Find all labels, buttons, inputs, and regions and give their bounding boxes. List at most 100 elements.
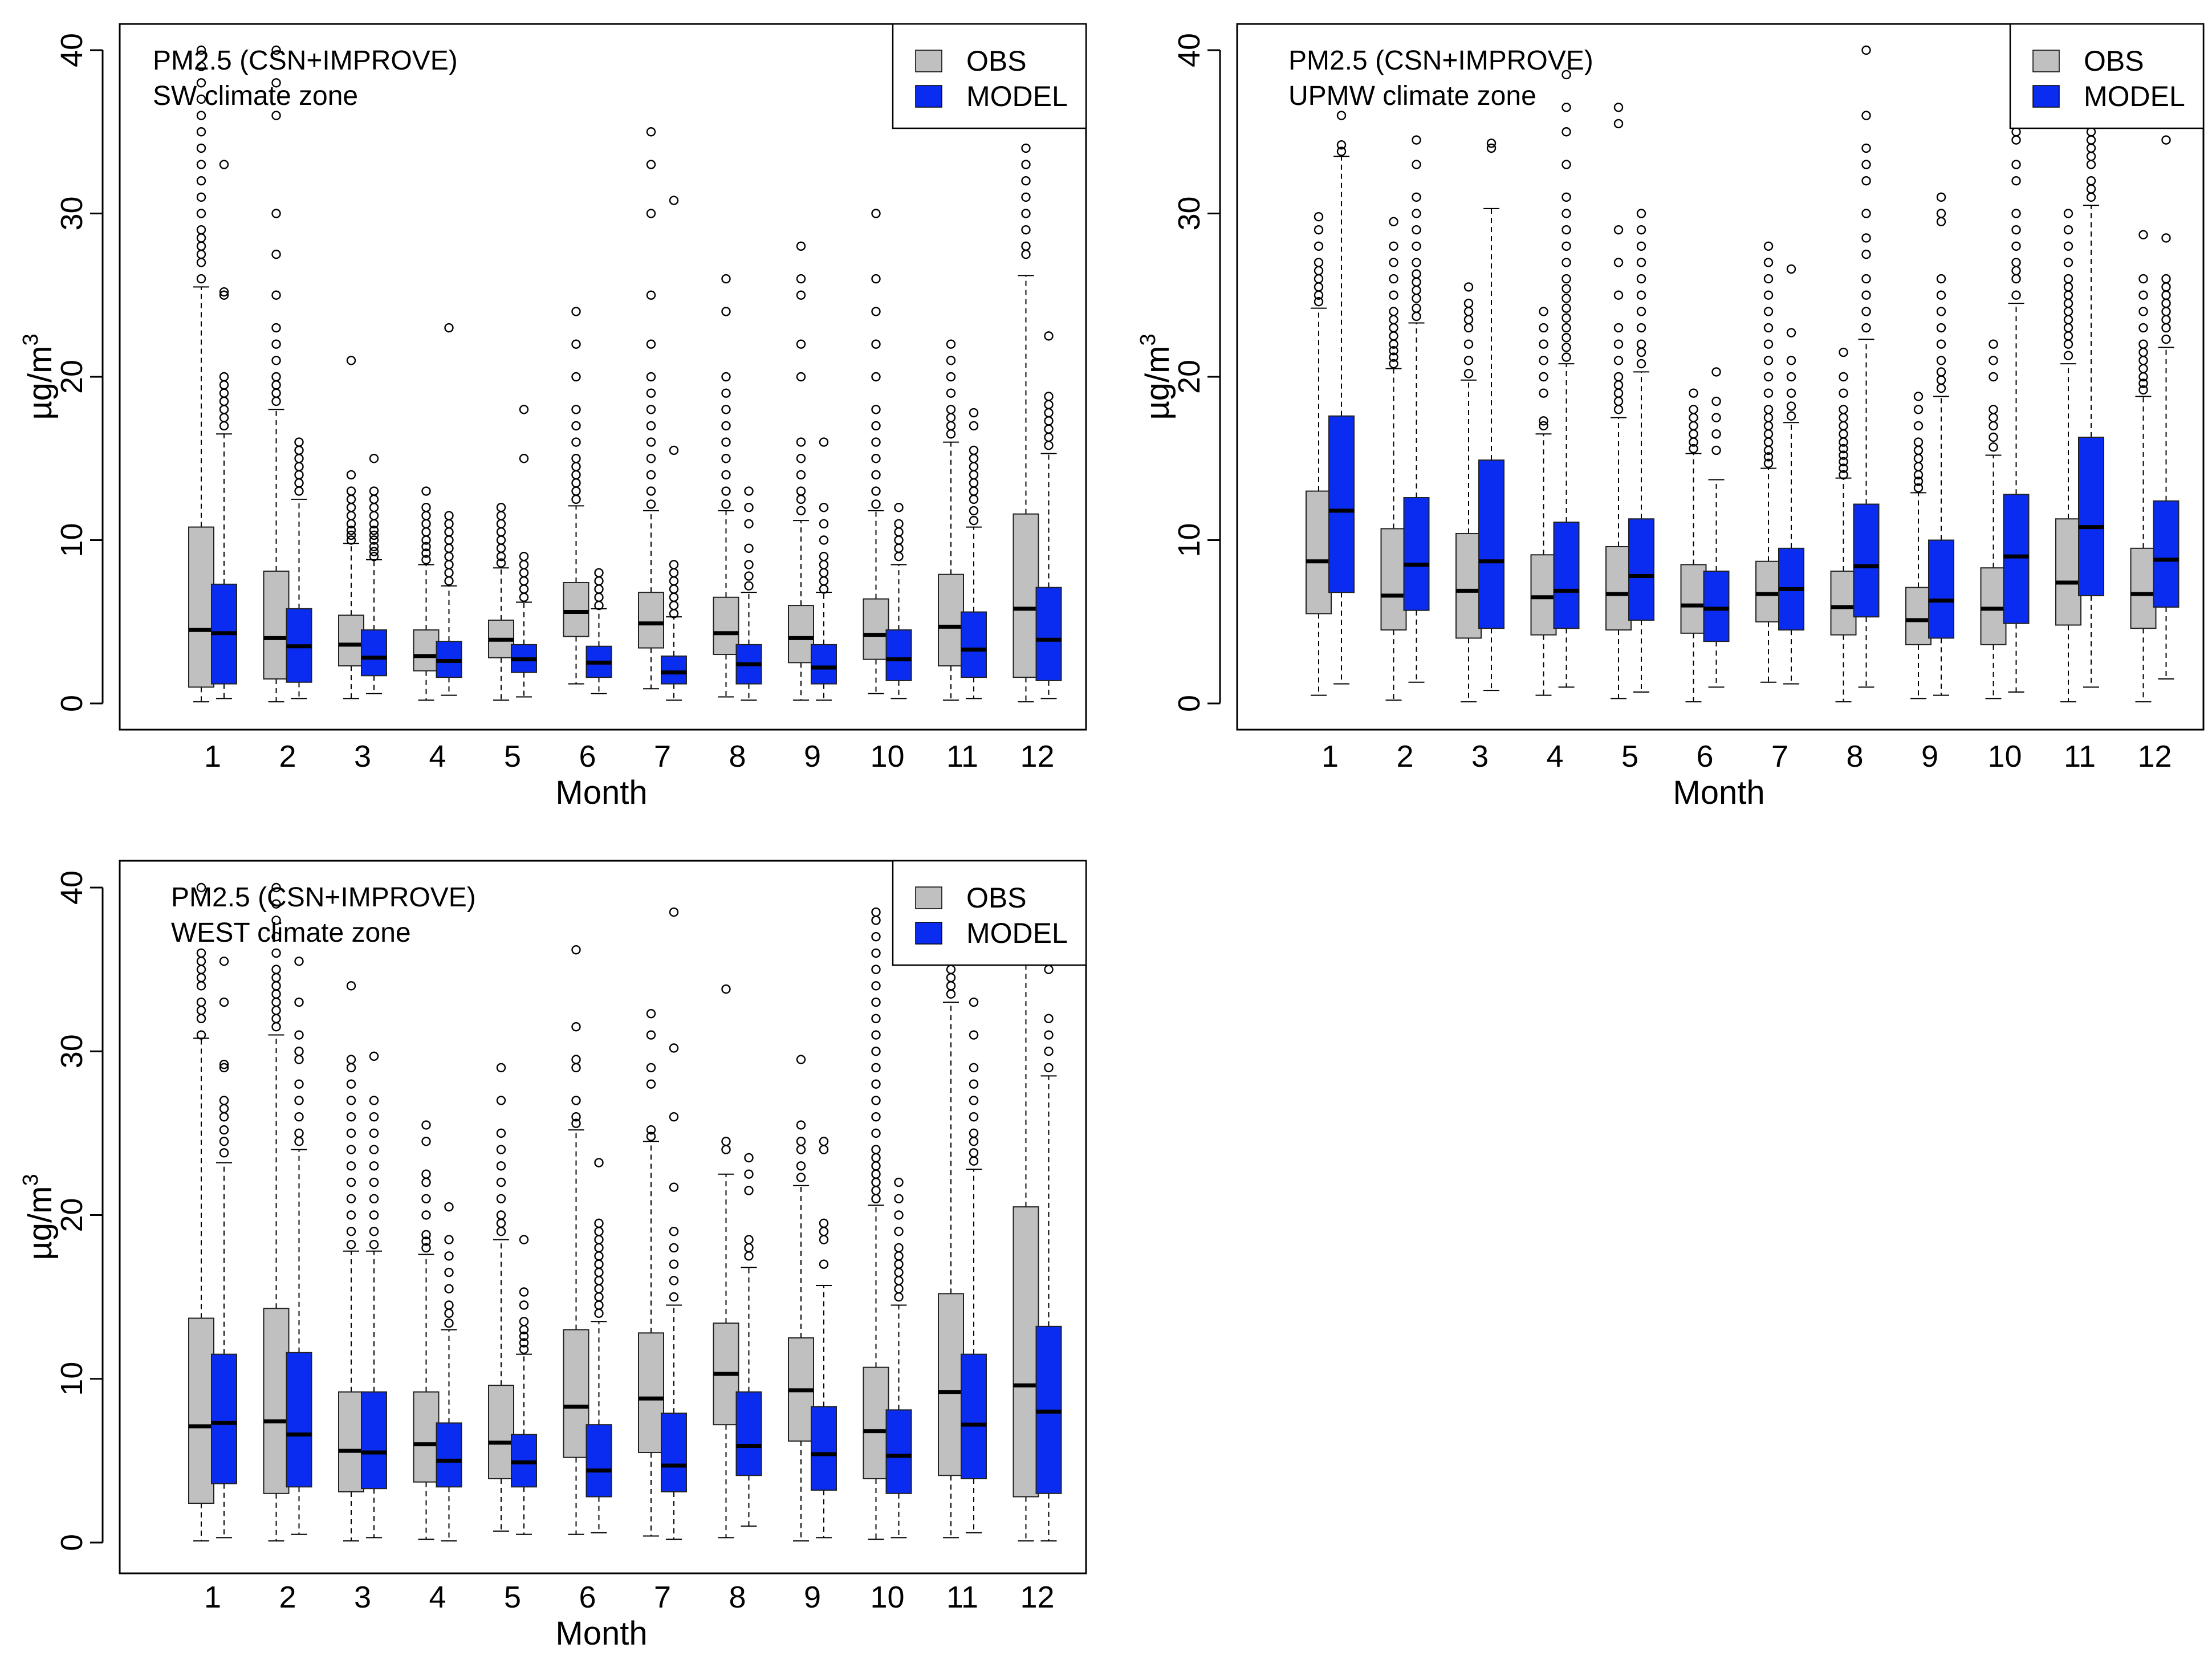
outlier-point <box>819 1218 829 1228</box>
outlier-point <box>1314 297 1324 307</box>
outlier-point <box>271 78 281 88</box>
outlier-point <box>1336 147 1347 156</box>
outlier-point <box>796 241 806 251</box>
outlier-point <box>871 274 881 284</box>
outlier-point <box>2063 307 2073 316</box>
outlier-point <box>1389 217 1398 227</box>
outlier-point <box>496 558 506 568</box>
outlier-point <box>1936 217 1946 227</box>
outlier-point <box>421 1177 431 1187</box>
panel-title: PM2.5 (CSN+IMPROVE) <box>171 882 476 913</box>
outlier-point <box>219 1137 229 1146</box>
outlier-point <box>796 454 806 463</box>
box-obs-month-10 <box>863 209 889 694</box>
outlier-point <box>871 339 881 349</box>
outlier-point <box>519 1338 529 1348</box>
outlier-point <box>894 1210 904 1220</box>
panel-title: PM2.5 (CSN+IMPROVE) <box>153 46 458 76</box>
outlier-point <box>1613 396 1624 406</box>
box-model-month-9 <box>811 437 837 701</box>
outlier-point <box>1636 241 1646 251</box>
y-axis-unit-exponent: 3 <box>19 1174 43 1186</box>
outlier-point <box>421 503 431 512</box>
outlier-point <box>219 396 229 406</box>
outlier-point <box>969 1137 979 1146</box>
outlier-point <box>1044 965 1054 974</box>
outlier-point <box>796 372 806 382</box>
y-tick-label: 0 <box>55 695 89 712</box>
box-body <box>1478 459 1505 629</box>
outlier-point <box>1389 359 1398 369</box>
outlier-point <box>796 1120 806 1130</box>
outlier-point <box>1562 209 1571 218</box>
outlier-point <box>1913 421 1924 431</box>
outlier-point <box>594 1218 604 1228</box>
outlier-point <box>2086 176 2096 186</box>
box-model-month-9 <box>1928 192 1954 696</box>
box-model-month-12 <box>2153 135 2180 680</box>
outlier-point <box>1936 290 1946 300</box>
outlier-point <box>871 948 881 958</box>
outlier-point <box>1562 352 1571 362</box>
outlier-point <box>346 530 356 540</box>
outlier-point <box>2063 315 2073 324</box>
outlier-point <box>1763 274 1774 284</box>
box-body <box>338 615 364 667</box>
outlier-point <box>196 249 206 259</box>
outlier-point <box>1689 429 1698 439</box>
outlier-point <box>369 1128 379 1138</box>
outlier-point <box>2063 274 2073 284</box>
outlier-point <box>519 551 529 562</box>
legend-label-model: MODEL <box>966 80 1068 112</box>
x-tick-label: 9 <box>1921 739 1938 774</box>
outlier-point <box>1763 241 1774 251</box>
outlier-point <box>1389 274 1398 284</box>
outlier-point <box>1861 249 1871 259</box>
outlier-point <box>444 1235 454 1244</box>
box-body <box>885 629 912 681</box>
y-tick-label: 10 <box>55 1362 89 1396</box>
outlier-point <box>2086 143 2096 153</box>
x-tick-label: 7 <box>1771 739 1788 774</box>
panel-title: PM2.5 (CSN+IMPROVE) <box>1288 46 1593 76</box>
outlier-point <box>1689 421 1698 431</box>
panel-upmw: PM2.5 (CSN+IMPROVE) UPMW climate zone Mo… <box>1136 23 2205 811</box>
outlier-point <box>1913 477 1924 486</box>
outlier-point <box>369 511 379 520</box>
outlier-point <box>1044 1047 1054 1056</box>
box-body <box>188 1317 214 1504</box>
outlier-point <box>294 478 304 488</box>
outlier-point <box>1021 209 1031 218</box>
outlier-point <box>271 45 281 55</box>
outlier-point <box>1562 294 1571 303</box>
outlier-point <box>969 494 979 504</box>
outlier-point <box>969 408 979 418</box>
outlier-point <box>871 981 881 991</box>
outlier-point <box>894 1284 904 1293</box>
outlier-point <box>1562 127 1571 137</box>
outlier-point <box>1562 323 1571 333</box>
outlier-point <box>1839 429 1848 439</box>
outlier-point <box>871 1186 881 1195</box>
box-body <box>1755 560 1782 622</box>
outlier-point <box>969 1112 979 1122</box>
outlier-point <box>519 454 529 463</box>
legend-swatch-model <box>915 922 942 945</box>
outlier-point <box>196 965 206 974</box>
outlier-point <box>369 530 379 540</box>
outlier-point <box>2138 323 2148 333</box>
outlier-point <box>219 1060 229 1069</box>
outlier-point <box>496 543 506 554</box>
outlier-point <box>444 576 454 586</box>
outlier-point <box>2161 298 2171 308</box>
outlier-point <box>1044 1030 1054 1040</box>
outlier-point <box>421 1230 431 1240</box>
outlier-point <box>946 356 956 365</box>
outlier-point <box>744 543 754 554</box>
outlier-point <box>2161 334 2171 344</box>
outlier-point <box>594 576 604 586</box>
outlier-point <box>646 1079 656 1089</box>
outlier-point <box>294 454 304 463</box>
outlier-point <box>646 405 656 414</box>
x-tick-label: 1 <box>204 739 221 774</box>
